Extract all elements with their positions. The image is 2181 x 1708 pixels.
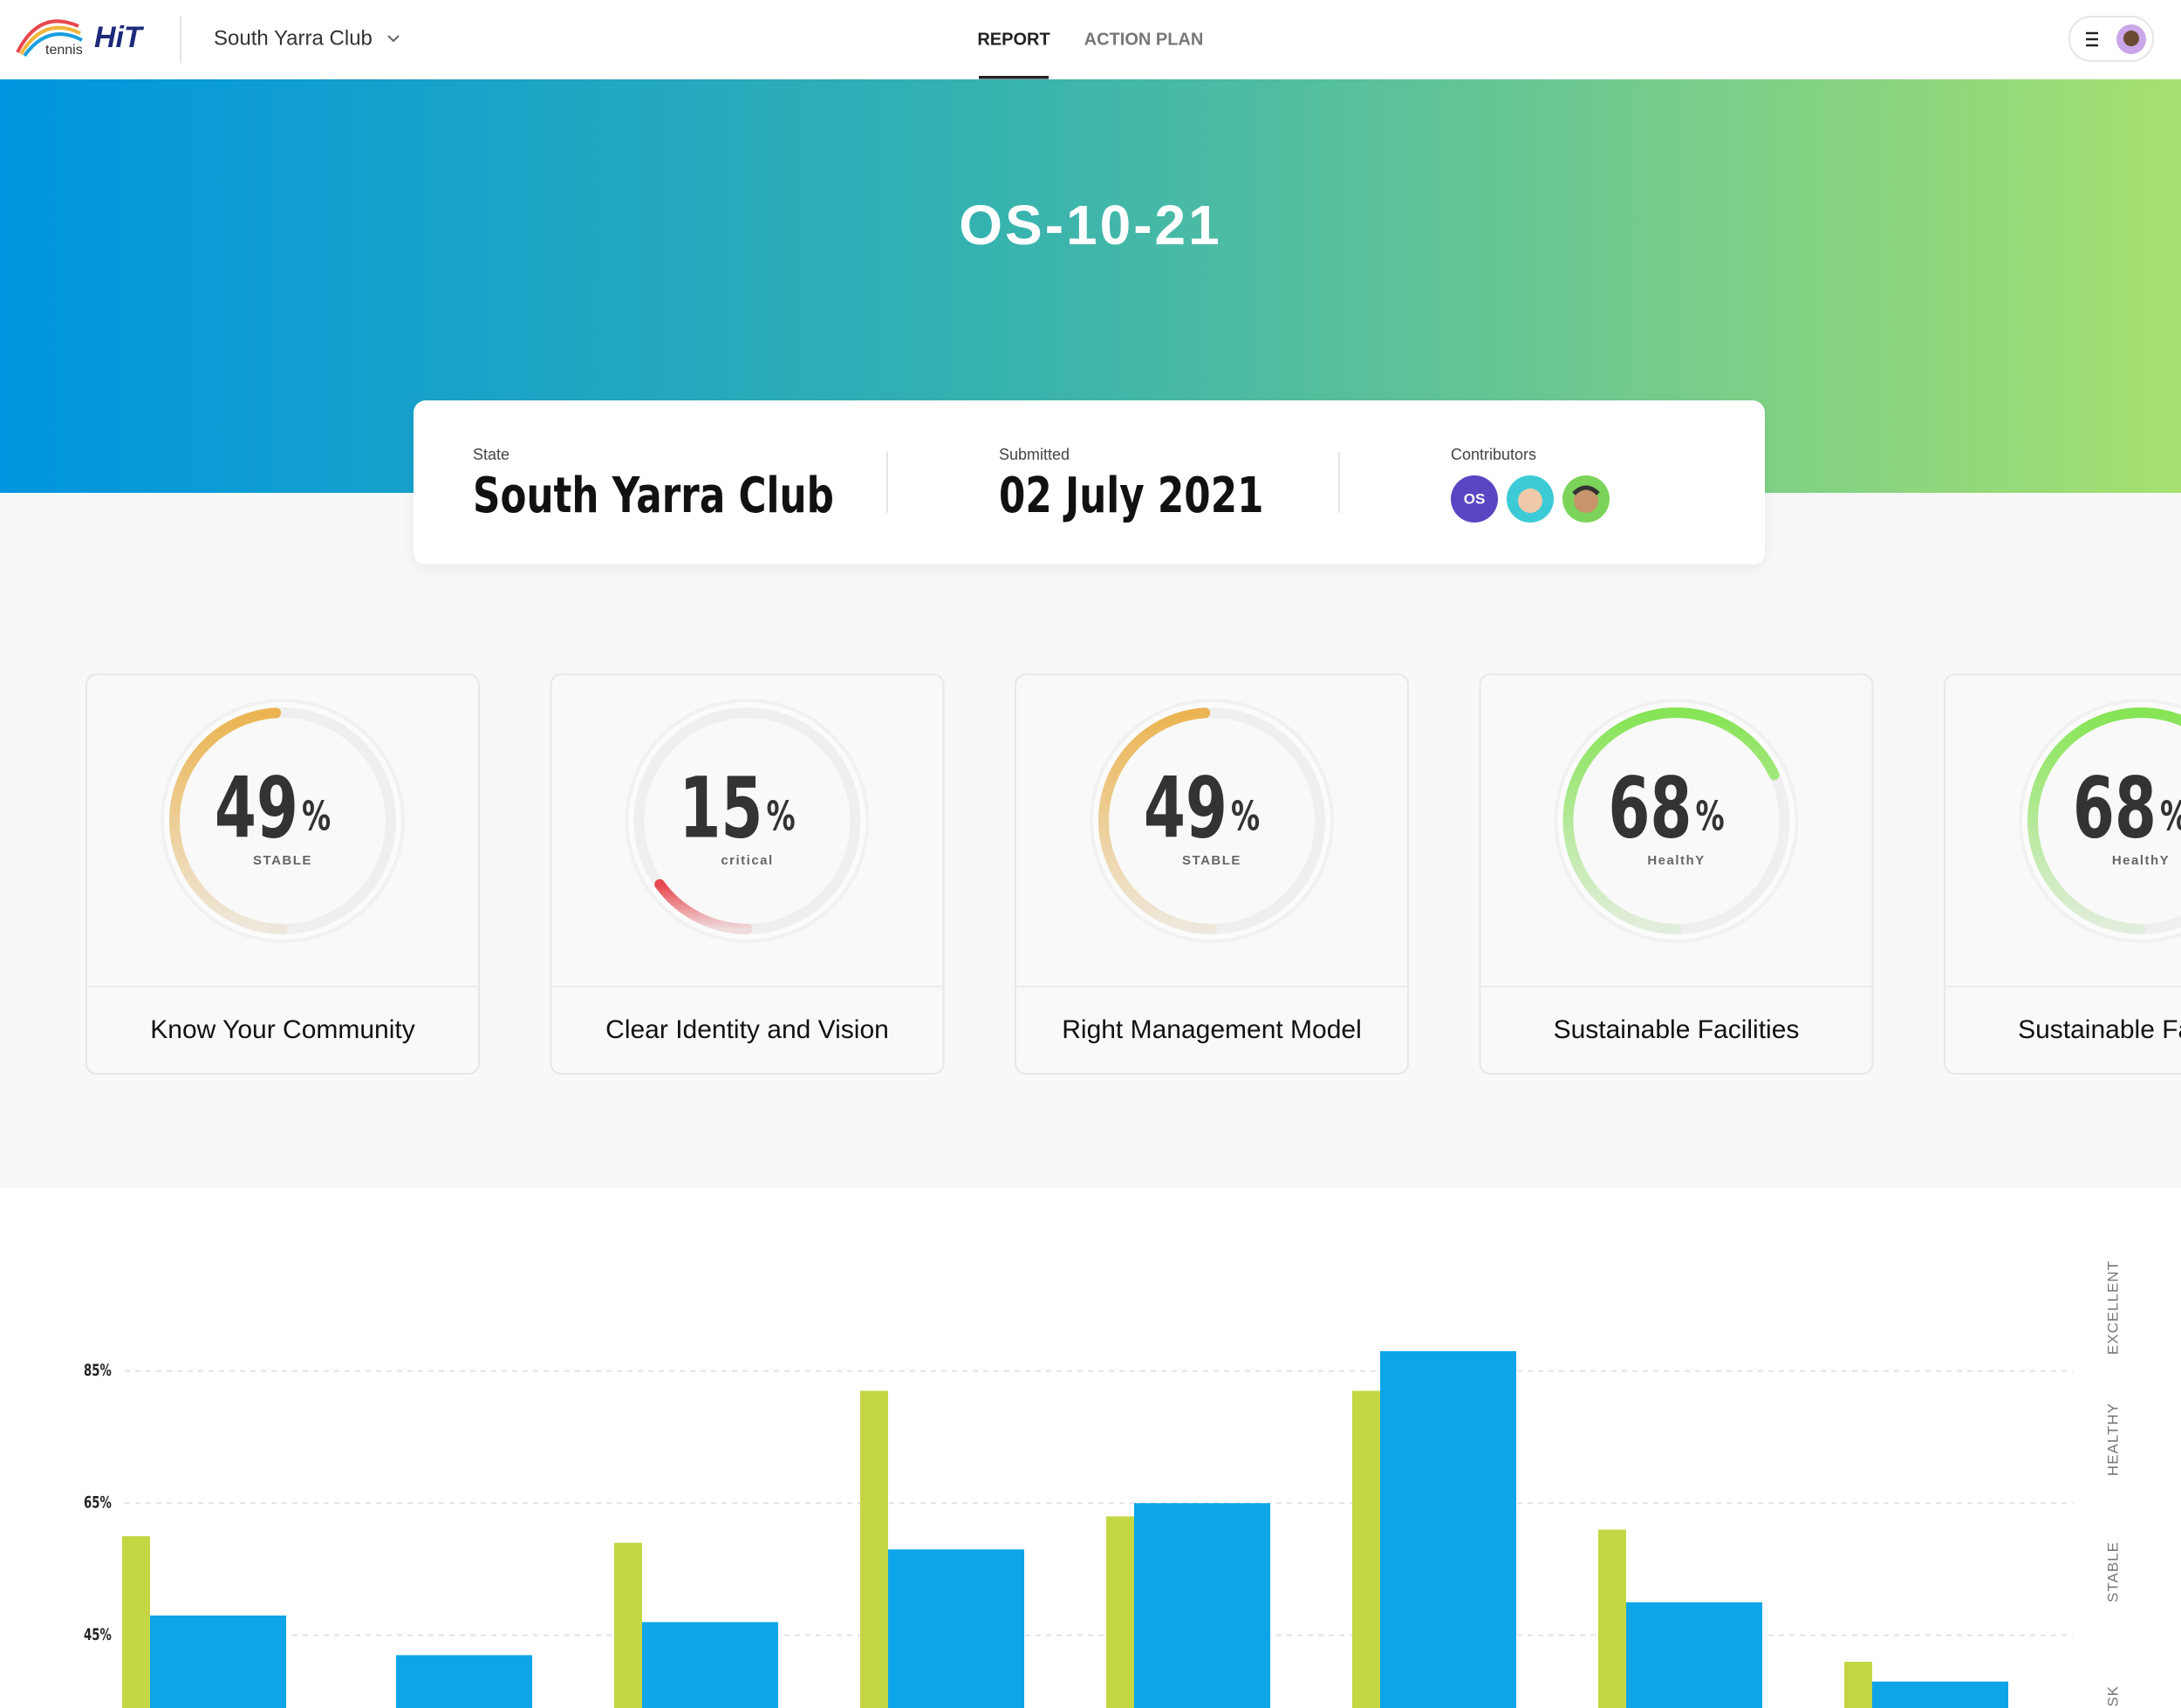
score-unit: % — [1231, 794, 1260, 840]
bar — [122, 1536, 150, 1708]
header — [0, 0, 2181, 79]
bar — [888, 1549, 1024, 1708]
bar-chart: 45% 65% 85% EXCELLENT HEALTHY STABLE AT RISK — [84, 1261, 2121, 1708]
band-label: AT RISK — [2104, 1685, 2121, 1708]
nav-tab[interactable]: REPORT — [977, 30, 1049, 49]
summary-label: Submitted — [999, 446, 1070, 463]
bar — [642, 1622, 778, 1708]
band-label: STABLE — [2104, 1541, 2121, 1602]
score-value: 68 — [1608, 759, 1692, 857]
gauge-arc — [654, 878, 753, 934]
gauge-arc — [1562, 707, 1780, 934]
gauge-arc — [1098, 707, 1217, 934]
card-title: Right Management Model — [1062, 1015, 1362, 1044]
avatar-hair — [1572, 485, 1600, 495]
score-cards: 49 % STABLE Know Your Community 15 % critical C… — [85, 673, 2181, 1075]
bar — [1134, 1503, 1270, 1708]
bar — [1380, 1350, 1516, 1708]
bar — [860, 1390, 888, 1708]
score-value: 68 — [2073, 759, 2157, 857]
logo-text: tennis — [45, 43, 83, 58]
summary-card — [414, 400, 1765, 564]
y-tick-label: 85% — [84, 1361, 112, 1380]
gauge-arc — [2027, 707, 2181, 934]
bar — [1352, 1390, 1380, 1708]
bar — [396, 1655, 532, 1708]
band-label: EXCELLENT — [2104, 1261, 2121, 1355]
nav-tab[interactable]: ACTION PLAN — [1084, 30, 1204, 49]
card-title: Sustainable Facilities — [1554, 1015, 1800, 1044]
avatar-face — [1518, 488, 1542, 513]
summary-value: South Yarra Club — [473, 467, 834, 524]
card-title: Clear Identity and Vision — [605, 1015, 889, 1044]
score-unit: % — [2160, 794, 2181, 840]
summary-label: State — [473, 446, 509, 463]
score-unit: % — [1696, 794, 1725, 840]
gauge-arc — [169, 707, 288, 934]
summary-label: Contributors — [1451, 446, 1536, 463]
bar — [1106, 1516, 1134, 1708]
score-unit: % — [302, 794, 331, 840]
club-selector[interactable]: South Yarra Club — [214, 26, 373, 50]
menu-icon[interactable] — [2086, 31, 2098, 47]
logo-swoosh — [16, 19, 79, 53]
band-label: HEALTHY — [2104, 1403, 2121, 1476]
score-status: STABLE — [253, 853, 312, 868]
contributor-avatar[interactable] — [1451, 475, 1498, 523]
bar — [1598, 1529, 1626, 1708]
score-status: critical — [721, 853, 773, 868]
contributor-initials: OS — [1464, 490, 1486, 507]
brand: HiT — [94, 21, 145, 54]
user-avatar-face — [2123, 31, 2139, 46]
score-status: HealthY — [1647, 853, 1705, 868]
score-value: 49 — [1144, 759, 1227, 857]
score-value: 15 — [679, 759, 762, 857]
bar — [614, 1542, 642, 1708]
avatar-face — [1574, 488, 1598, 513]
y-tick-label: 45% — [84, 1625, 112, 1644]
card-title: Sustainable Facilities — [2018, 1015, 2181, 1044]
logo-swoosh — [23, 32, 83, 58]
bar — [1872, 1681, 2008, 1708]
y-tick-label: 65% — [84, 1493, 112, 1512]
score-status: HealthY — [2112, 853, 2170, 868]
bar — [1844, 1661, 1872, 1708]
active-underline — [979, 76, 1049, 79]
chevron[interactable] — [387, 35, 400, 43]
summary-value: 02 July 2021 — [999, 467, 1263, 524]
score-value: 49 — [215, 759, 298, 857]
score-status: STABLE — [1182, 853, 1241, 868]
bar — [1626, 1602, 1762, 1708]
score-unit: % — [767, 794, 796, 840]
report-title: OS-10-21 — [959, 194, 1221, 256]
logo-swoosh — [19, 25, 81, 56]
bar — [150, 1615, 286, 1708]
card-title: Know Your Community — [150, 1015, 415, 1044]
